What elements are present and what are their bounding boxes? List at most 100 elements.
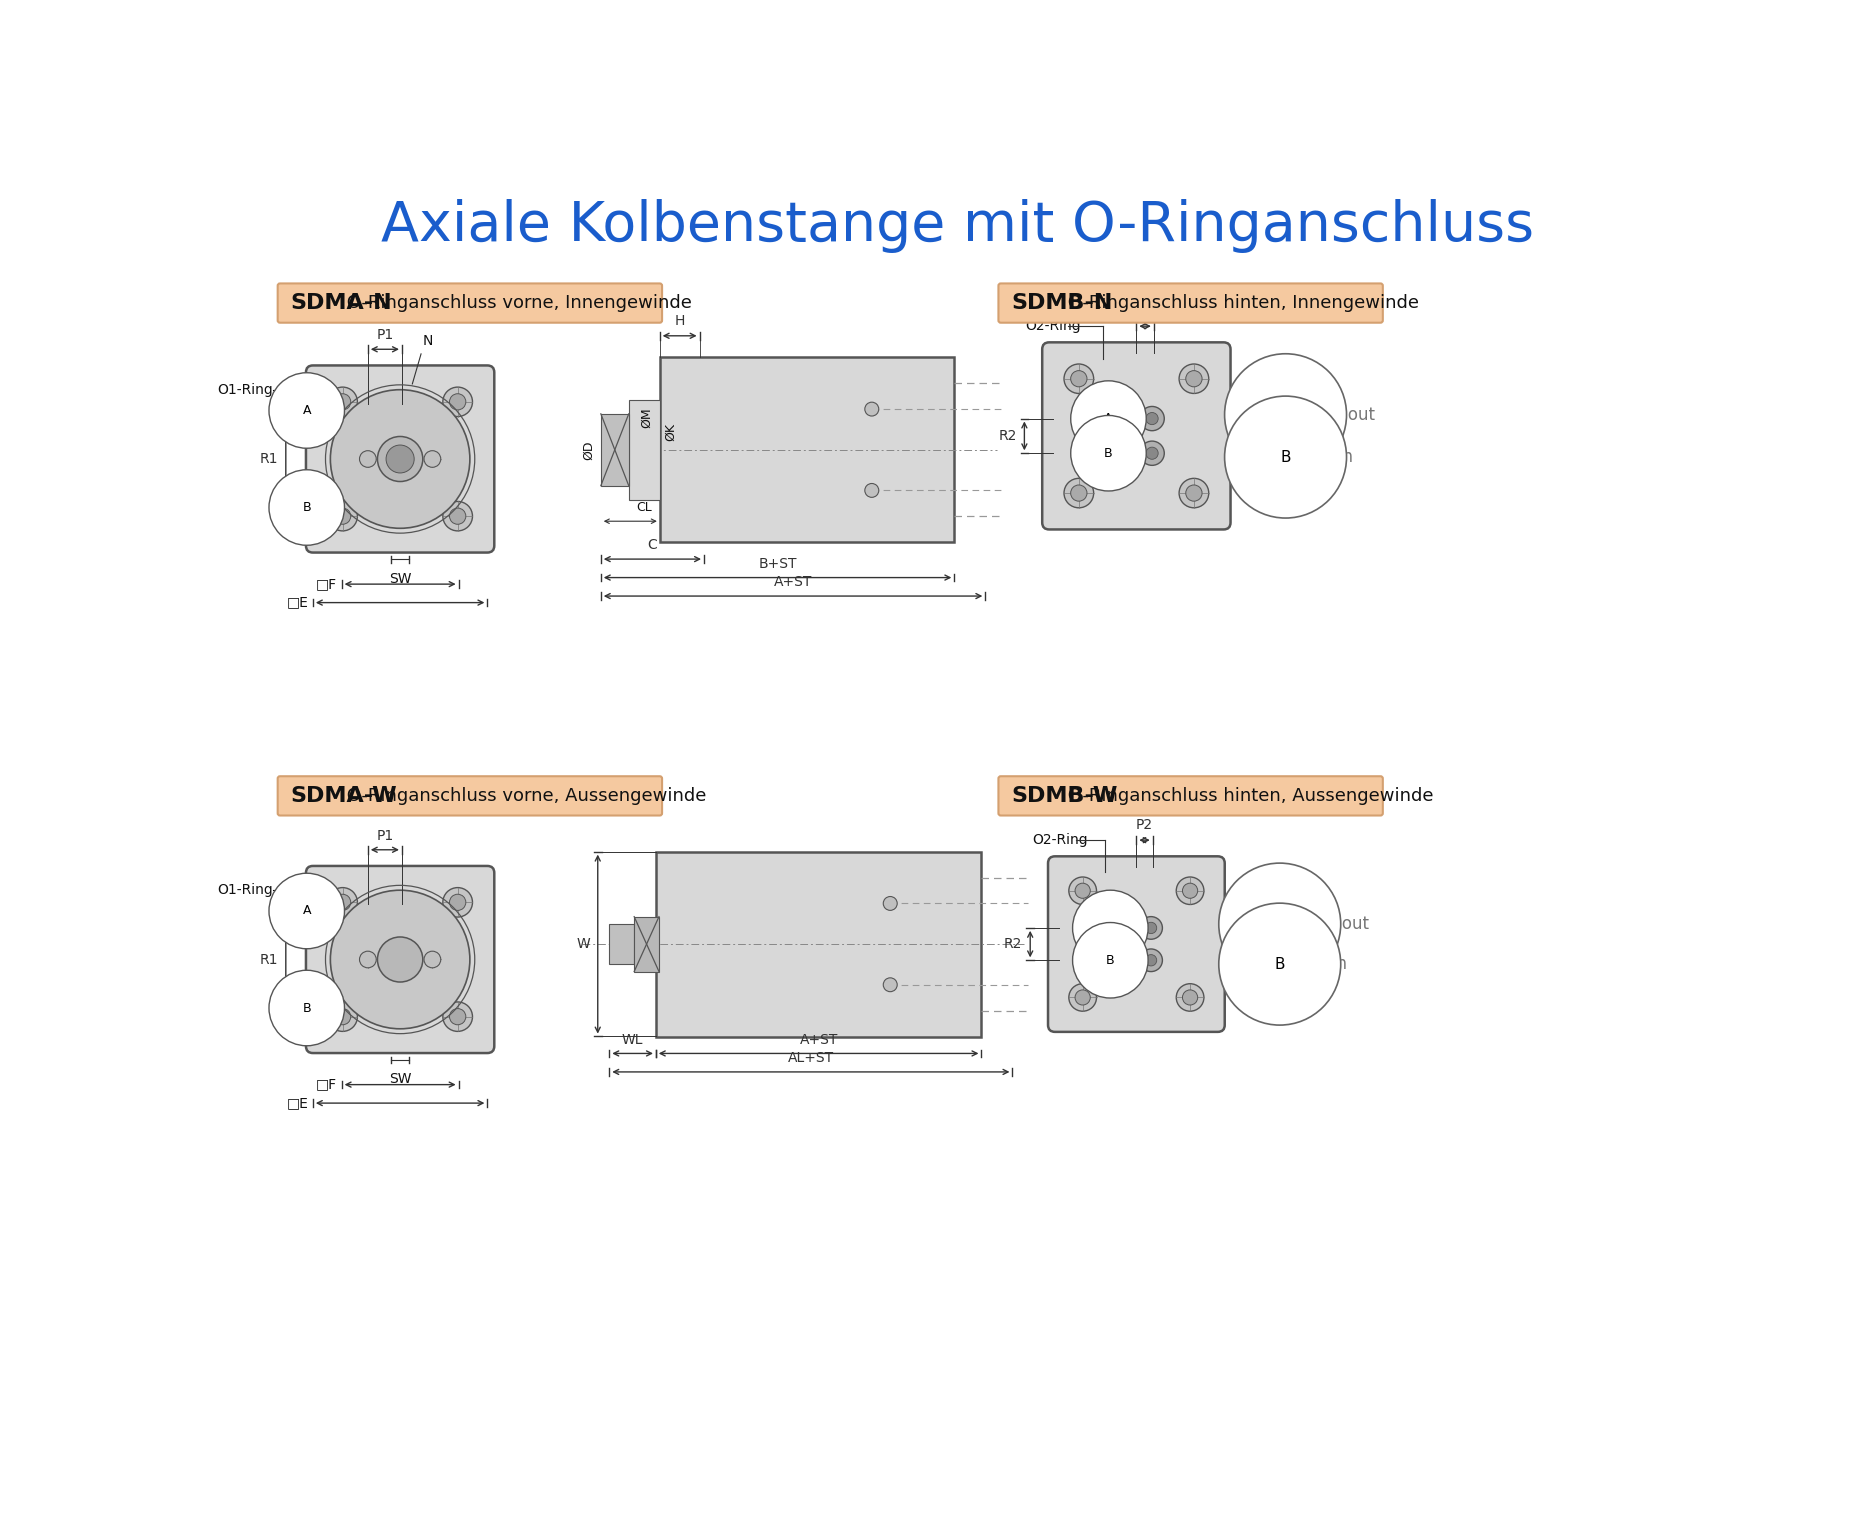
Circle shape <box>424 450 441 467</box>
Text: H: H <box>674 314 686 329</box>
Bar <box>633 917 659 971</box>
Circle shape <box>1186 371 1203 386</box>
Text: WL: WL <box>622 1033 643 1047</box>
Bar <box>659 358 955 542</box>
Circle shape <box>359 450 375 467</box>
Text: P1: P1 <box>375 329 394 342</box>
Circle shape <box>1177 877 1203 904</box>
Text: B: B <box>1274 956 1285 971</box>
Bar <box>656 851 981 1036</box>
Text: R1: R1 <box>260 953 278 967</box>
Text: A+ST: A+ST <box>773 576 813 589</box>
Bar <box>630 400 659 500</box>
Circle shape <box>884 897 897 911</box>
Text: ØK: ØK <box>665 423 678 441</box>
Circle shape <box>1065 364 1093 394</box>
Text: B: B <box>1104 447 1113 459</box>
Text: A+ST: A+ST <box>800 1033 839 1047</box>
Circle shape <box>327 1001 357 1032</box>
Text: B: B <box>1280 450 1291 465</box>
Text: SW: SW <box>389 571 411 586</box>
Circle shape <box>1139 406 1164 430</box>
Circle shape <box>1070 371 1087 386</box>
Text: AL+ST: AL+ST <box>788 1051 833 1065</box>
Circle shape <box>334 508 351 524</box>
Text: R2: R2 <box>998 429 1016 442</box>
Text: SW: SW <box>389 1073 411 1086</box>
FancyBboxPatch shape <box>1042 342 1231 529</box>
Circle shape <box>884 977 897 992</box>
Text: □E: □E <box>286 1097 308 1110</box>
Text: O2-Ring: O2-Ring <box>1033 833 1087 847</box>
Circle shape <box>377 436 422 482</box>
Circle shape <box>443 888 473 917</box>
Circle shape <box>334 394 351 411</box>
Circle shape <box>1145 954 1156 967</box>
Bar <box>601 414 630 486</box>
Circle shape <box>334 894 351 911</box>
FancyBboxPatch shape <box>306 867 495 1053</box>
Circle shape <box>359 951 375 968</box>
Text: CL: CL <box>637 501 652 514</box>
Text: □F: □F <box>316 577 336 591</box>
Text: P1: P1 <box>375 829 394 842</box>
Circle shape <box>1139 948 1162 971</box>
Circle shape <box>865 483 878 497</box>
Text: O1-Ring: O1-Ring <box>217 883 273 897</box>
Circle shape <box>1186 485 1203 501</box>
Circle shape <box>1076 883 1091 898</box>
Text: O-Ringanschluss hinten, Innengewinde: O-Ringanschluss hinten, Innengewinde <box>1061 294 1420 312</box>
Circle shape <box>1145 923 1156 933</box>
Text: Push out: Push out <box>1296 915 1369 933</box>
Text: Pull in: Pull in <box>1296 954 1347 973</box>
Circle shape <box>327 888 357 917</box>
Circle shape <box>1065 479 1093 508</box>
Circle shape <box>450 508 465 524</box>
Text: Axiale Kolbenstange mit O-Ringanschluss: Axiale Kolbenstange mit O-Ringanschluss <box>381 200 1534 253</box>
Circle shape <box>1068 983 1097 1011</box>
Circle shape <box>327 501 357 530</box>
Circle shape <box>387 445 415 473</box>
FancyBboxPatch shape <box>278 776 661 815</box>
Circle shape <box>331 891 471 1029</box>
Circle shape <box>1139 441 1164 465</box>
Circle shape <box>327 388 357 417</box>
Text: O1-Ring: O1-Ring <box>217 383 273 397</box>
Text: B: B <box>303 501 312 514</box>
Text: A: A <box>1274 917 1285 932</box>
Circle shape <box>334 1009 351 1024</box>
FancyBboxPatch shape <box>278 283 661 323</box>
Text: Push out: Push out <box>1302 406 1375 424</box>
Circle shape <box>450 894 465 911</box>
Circle shape <box>1182 989 1197 1004</box>
FancyBboxPatch shape <box>1048 856 1225 1032</box>
Text: B+ST: B+ST <box>758 556 798 571</box>
Circle shape <box>331 389 471 529</box>
Text: A: A <box>303 405 310 417</box>
Circle shape <box>1076 989 1091 1004</box>
Circle shape <box>450 1009 465 1024</box>
Circle shape <box>1145 447 1158 459</box>
Text: ØM: ØM <box>641 408 654 429</box>
Text: P2: P2 <box>1136 305 1154 318</box>
Circle shape <box>424 951 441 968</box>
Text: O-Ringanschluss hinten, Aussengewinde: O-Ringanschluss hinten, Aussengewinde <box>1061 786 1433 804</box>
Circle shape <box>443 501 473 530</box>
Circle shape <box>450 394 465 411</box>
Bar <box>609 924 633 965</box>
Circle shape <box>1177 983 1203 1011</box>
Text: SDMA-N: SDMA-N <box>291 292 392 314</box>
Circle shape <box>443 388 473 417</box>
Text: □F: □F <box>316 1077 336 1092</box>
Text: SDMA-W: SDMA-W <box>291 786 398 806</box>
Text: O-Ringanschluss vorne, Aussengewinde: O-Ringanschluss vorne, Aussengewinde <box>342 786 706 804</box>
Text: □E: □E <box>286 595 308 609</box>
Text: A: A <box>1104 412 1113 426</box>
Circle shape <box>1068 877 1097 904</box>
FancyBboxPatch shape <box>998 776 1382 815</box>
FancyBboxPatch shape <box>306 365 495 553</box>
Text: O-Ringanschluss vorne, Innengewinde: O-Ringanschluss vorne, Innengewinde <box>342 294 691 312</box>
Text: R1: R1 <box>260 451 278 467</box>
Text: Pull in: Pull in <box>1302 448 1352 467</box>
Text: A: A <box>1280 408 1291 423</box>
